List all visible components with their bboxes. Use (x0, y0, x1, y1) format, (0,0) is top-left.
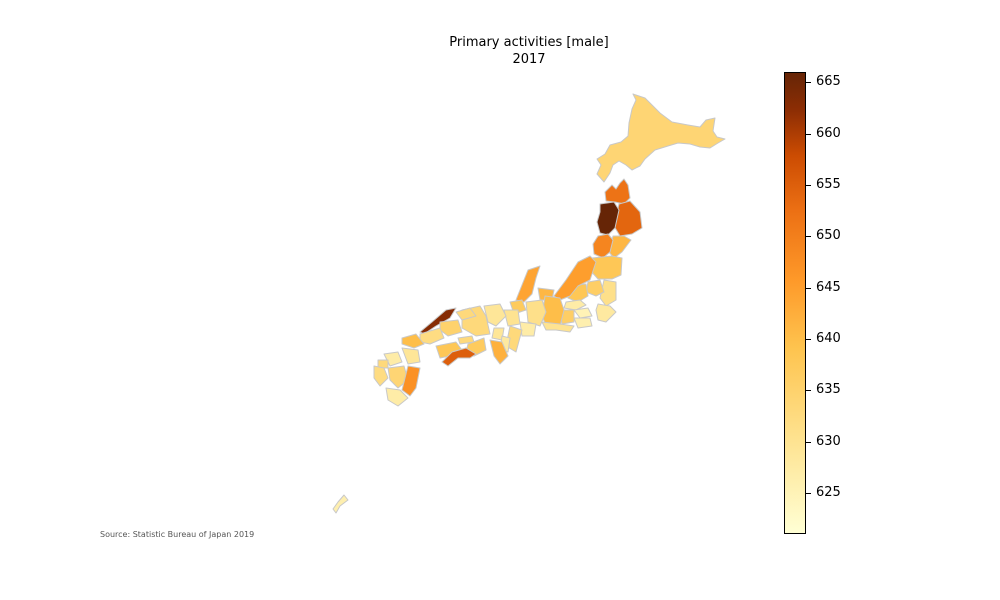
colorbar-tick-label: 660 (816, 125, 841, 141)
colorbar-tick-mark (806, 492, 811, 494)
colorbar-tick-mark (806, 390, 811, 392)
region-chiba (595, 303, 617, 323)
region-okayama (439, 319, 463, 337)
region-tottori (455, 307, 477, 321)
colorbar-tick-label: 640 (816, 330, 841, 346)
region-iwate (613, 200, 643, 237)
colorbar-tick-label: 655 (816, 176, 841, 192)
chart-title-line1: Primary activities [male] (449, 35, 609, 50)
colorbar-tick-mark (806, 441, 811, 443)
region-ishikawa (515, 265, 541, 303)
region-kanagawa (573, 317, 593, 329)
region-shizuoka (541, 321, 575, 333)
colorbar-tick-label: 650 (816, 228, 841, 244)
region-shiga (503, 309, 521, 327)
region-fukushima (589, 255, 623, 280)
region-kochi (441, 347, 477, 367)
region-yamagata (592, 233, 614, 259)
region-nagasaki (373, 365, 389, 387)
region-aomori (604, 178, 631, 205)
colorbar-tick-mark (806, 236, 811, 238)
colorbar-tick-mark (806, 338, 811, 340)
region-ibaraki (599, 279, 617, 307)
region-wakayama (489, 339, 509, 365)
region-tochigi (585, 279, 605, 297)
colorbar-tick-mark (806, 184, 811, 186)
region-aichi (519, 321, 537, 337)
colorbar-tick-label: 625 (816, 484, 841, 500)
region-gifu (525, 299, 547, 327)
region-okinawa (332, 494, 349, 514)
region-akita (596, 201, 620, 236)
region-saitama (563, 299, 587, 311)
region-tokyo (573, 307, 593, 319)
colorbar-tick-label: 665 (816, 74, 841, 90)
colorbar-tick-label: 645 (816, 279, 841, 295)
region-yamaguchi (401, 333, 425, 349)
source-note: Source: Statistic Bureau of Japan 2019 (100, 530, 255, 539)
region-niigata (553, 255, 597, 301)
colorbar-tick-mark (806, 287, 811, 289)
region-kagawa (457, 335, 475, 345)
colorbar-tick-label: 630 (816, 433, 841, 449)
colorbar-tick-mark (806, 133, 811, 135)
region-kyoto (483, 303, 507, 327)
colorbar-tick-mark (806, 82, 811, 84)
colorbar-tick-label: 635 (816, 382, 841, 398)
chart-title: Primary activities [male] 2017 (379, 34, 679, 68)
region-miyazaki (401, 365, 421, 397)
colorbar (784, 72, 806, 534)
region-kagoshima (385, 387, 409, 407)
region-hokkaido (596, 93, 726, 183)
region-oita (401, 347, 421, 365)
chart-title-line2: 2017 (512, 52, 546, 67)
